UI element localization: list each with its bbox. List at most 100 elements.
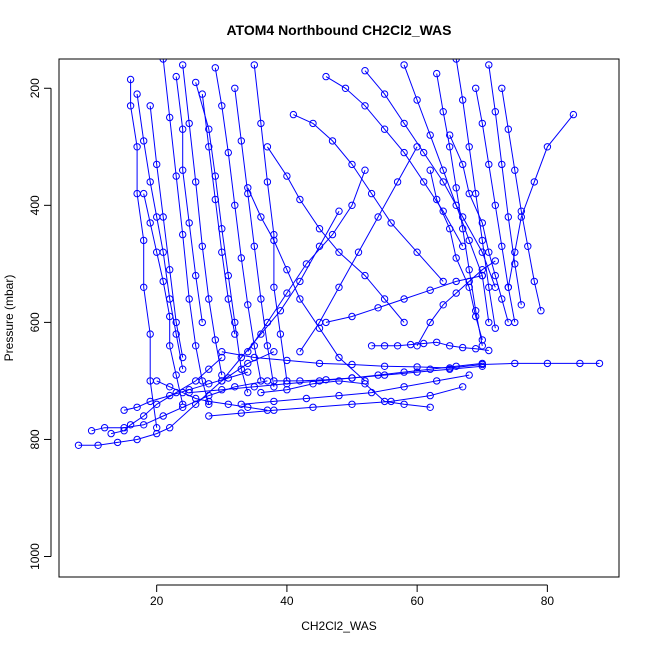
data-point <box>211 64 220 72</box>
data-point <box>400 61 408 69</box>
data-point <box>120 424 128 432</box>
data-point <box>400 383 408 391</box>
data-point <box>361 380 369 388</box>
data-point <box>433 338 441 346</box>
data-point <box>433 377 441 385</box>
series-line <box>364 70 496 288</box>
data-point <box>361 102 369 110</box>
data-point <box>439 108 447 116</box>
data-point <box>172 72 180 81</box>
data-point <box>146 178 154 186</box>
y-axis: 200 400 600 800 1000 <box>28 78 52 570</box>
data-point <box>400 400 408 408</box>
data-point <box>296 295 304 303</box>
data-point <box>100 424 109 432</box>
data-point <box>159 277 167 286</box>
data-point <box>439 178 447 186</box>
data-point <box>179 353 187 362</box>
data-point <box>426 391 434 400</box>
series-line <box>162 59 210 405</box>
data-point <box>140 283 148 291</box>
data-point <box>94 441 102 449</box>
series-line <box>78 351 275 446</box>
data-point <box>283 289 291 297</box>
data-point <box>113 438 122 447</box>
data-point <box>179 125 187 133</box>
data-point <box>257 377 265 385</box>
data-point <box>296 348 304 356</box>
data-point <box>107 429 115 438</box>
series-13 <box>263 143 408 327</box>
data-point <box>205 391 213 400</box>
series-39 <box>446 131 512 327</box>
data-point <box>250 353 259 362</box>
data-point <box>504 213 512 221</box>
data-point <box>459 160 467 169</box>
y-tick-label: 200 <box>28 78 42 98</box>
data-point <box>472 84 480 93</box>
data-point <box>485 160 493 169</box>
data-point <box>543 143 552 151</box>
data-point <box>426 286 434 294</box>
data-point <box>270 397 278 406</box>
data-point <box>231 84 239 93</box>
data-point <box>485 318 493 327</box>
data-point <box>120 406 128 414</box>
series-17 <box>400 61 493 327</box>
data-point <box>283 172 291 180</box>
data-point <box>426 166 434 174</box>
data-point <box>257 119 265 128</box>
data-point <box>244 368 252 376</box>
data-point <box>140 189 148 198</box>
data-point <box>231 318 239 327</box>
series-line <box>266 146 405 323</box>
data-point <box>172 172 180 180</box>
data-point <box>309 119 317 128</box>
series-line <box>136 94 184 370</box>
data-point <box>270 383 278 391</box>
data-point <box>159 59 167 63</box>
data-point <box>367 342 376 350</box>
series-4 <box>126 75 161 432</box>
series-42 <box>413 257 499 350</box>
data-point <box>302 394 311 403</box>
data-point <box>380 362 389 370</box>
data-point <box>478 359 486 368</box>
series-36 <box>146 102 187 362</box>
data-point <box>511 248 519 256</box>
series-35 <box>133 90 187 373</box>
data-point <box>459 383 467 391</box>
data-point <box>374 213 382 221</box>
data-point <box>452 277 460 286</box>
series-22 <box>504 110 578 291</box>
data-point <box>543 359 552 368</box>
data-point <box>179 230 187 239</box>
data-point <box>498 84 506 93</box>
data-point <box>420 148 428 157</box>
series-25 <box>296 143 421 356</box>
data-point <box>185 219 193 227</box>
series-line <box>247 170 366 352</box>
series-32 <box>257 377 434 411</box>
data-point <box>511 359 519 368</box>
data-point <box>380 295 389 303</box>
data-point <box>244 184 252 192</box>
data-point <box>472 307 480 315</box>
series-line <box>449 134 509 323</box>
data-point <box>485 283 493 291</box>
data-point <box>179 166 187 174</box>
data-point <box>250 61 259 69</box>
data-point <box>205 365 213 373</box>
data-point <box>491 257 499 265</box>
data-point <box>348 160 356 169</box>
data-point <box>380 342 389 350</box>
data-point <box>465 283 473 291</box>
data-point <box>517 301 525 309</box>
data-point <box>446 342 454 350</box>
data-point <box>491 324 499 332</box>
data-point <box>452 184 460 192</box>
series-line <box>149 105 184 358</box>
data-point <box>361 166 369 174</box>
data-point <box>140 236 148 245</box>
data-point <box>159 213 167 221</box>
